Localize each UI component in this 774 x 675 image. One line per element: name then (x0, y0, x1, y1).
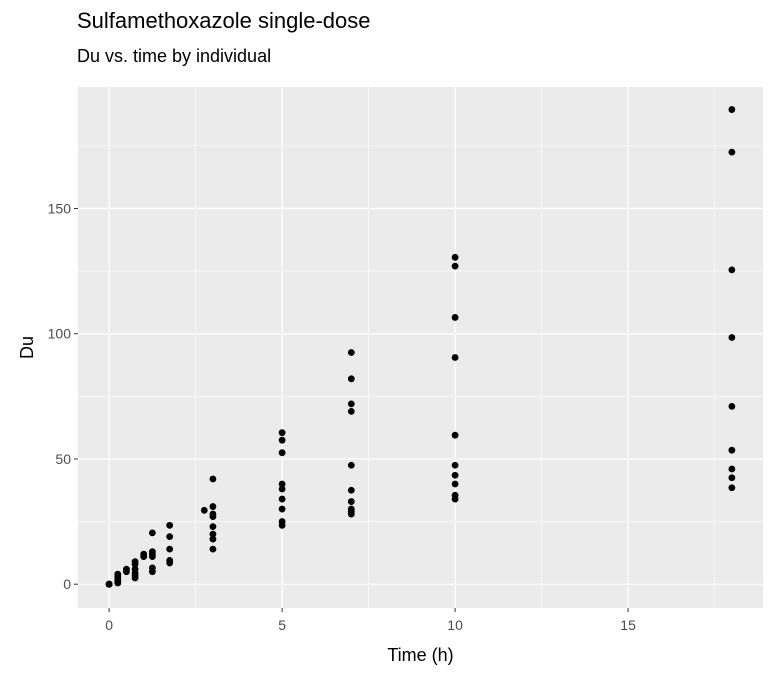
x-axis-title: Time (h) (387, 645, 453, 665)
data-point (278, 449, 286, 457)
data-point (278, 518, 286, 525)
data-point (148, 529, 156, 537)
data-point (347, 505, 355, 513)
data-point (278, 505, 286, 513)
data-point (166, 557, 174, 564)
data-point (209, 475, 217, 483)
data-point (728, 402, 736, 410)
data-point (209, 523, 217, 530)
data-point (131, 558, 139, 566)
data-point (728, 334, 736, 341)
data-point (347, 498, 355, 505)
data-point (728, 465, 736, 473)
x-tick-label: 15 (620, 617, 636, 633)
plot-panel (78, 87, 763, 608)
data-point (209, 503, 217, 510)
data-point (347, 486, 355, 494)
data-point (347, 461, 355, 469)
data-point (278, 429, 286, 437)
x-axis: 0 5 10 15 (105, 608, 636, 633)
x-tick-label: 10 (447, 617, 463, 633)
data-point (451, 314, 459, 321)
data-point (278, 436, 286, 444)
data-point (451, 354, 459, 361)
minor-gridlines (78, 87, 763, 608)
y-tick-label: 50 (55, 451, 71, 467)
y-tick-label: 150 (48, 200, 72, 216)
data-point (451, 431, 459, 439)
data-point (347, 400, 355, 408)
data-point (278, 485, 286, 493)
data-point (166, 533, 174, 541)
data-point (347, 407, 355, 415)
y-axis-title: Du (17, 336, 37, 359)
major-gridlines (78, 87, 763, 608)
data-point (728, 484, 736, 492)
data-point (451, 461, 459, 469)
data-point (209, 535, 217, 543)
data-point (148, 548, 156, 556)
data-point (209, 530, 217, 538)
data-point (728, 148, 736, 156)
chart-subtitle: Du vs. time by individual (77, 46, 272, 66)
chart-title: Sulfamethoxazole single-dose (77, 8, 371, 33)
data-point (209, 545, 217, 553)
data-point (451, 491, 459, 499)
data-point (451, 253, 459, 261)
data-point (105, 580, 113, 588)
data-point (728, 446, 736, 454)
y-tick-label: 0 (63, 576, 71, 592)
data-point (148, 564, 156, 572)
data-point (728, 266, 736, 274)
data-point (451, 480, 459, 488)
data-point (209, 510, 217, 518)
data-point (200, 506, 208, 514)
data-point (347, 349, 355, 356)
y-axis: 0 50 100 150 (48, 200, 78, 592)
data-point (278, 495, 286, 503)
data-point (347, 375, 355, 383)
data-point (166, 521, 174, 529)
data-point (123, 565, 130, 573)
data-point (451, 262, 459, 270)
data-point (728, 474, 736, 482)
data-point (728, 106, 736, 113)
data-point (131, 565, 139, 573)
x-tick-label: 0 (105, 617, 113, 633)
x-tick-label: 5 (278, 617, 286, 633)
data-point (114, 570, 122, 578)
data-point (278, 480, 286, 488)
data-point (451, 471, 459, 479)
y-tick-label: 100 (48, 326, 72, 342)
data-point (140, 550, 148, 558)
data-points (105, 106, 736, 588)
data-point (166, 545, 174, 553)
